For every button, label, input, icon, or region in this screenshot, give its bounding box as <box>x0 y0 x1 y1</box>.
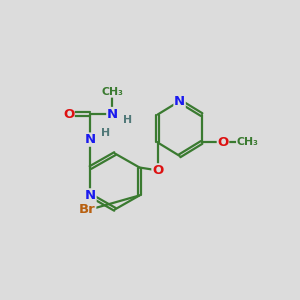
Text: Br: Br <box>79 203 96 216</box>
Text: H: H <box>101 128 110 138</box>
Text: N: N <box>174 94 185 108</box>
Text: N: N <box>85 133 96 146</box>
Text: CH₃: CH₃ <box>101 87 123 97</box>
Text: H: H <box>123 115 133 125</box>
Text: N: N <box>107 107 118 121</box>
Text: CH₃: CH₃ <box>237 137 259 148</box>
Text: O: O <box>63 107 74 121</box>
Text: O: O <box>218 136 229 149</box>
Text: O: O <box>152 164 163 177</box>
Text: N: N <box>85 189 96 202</box>
